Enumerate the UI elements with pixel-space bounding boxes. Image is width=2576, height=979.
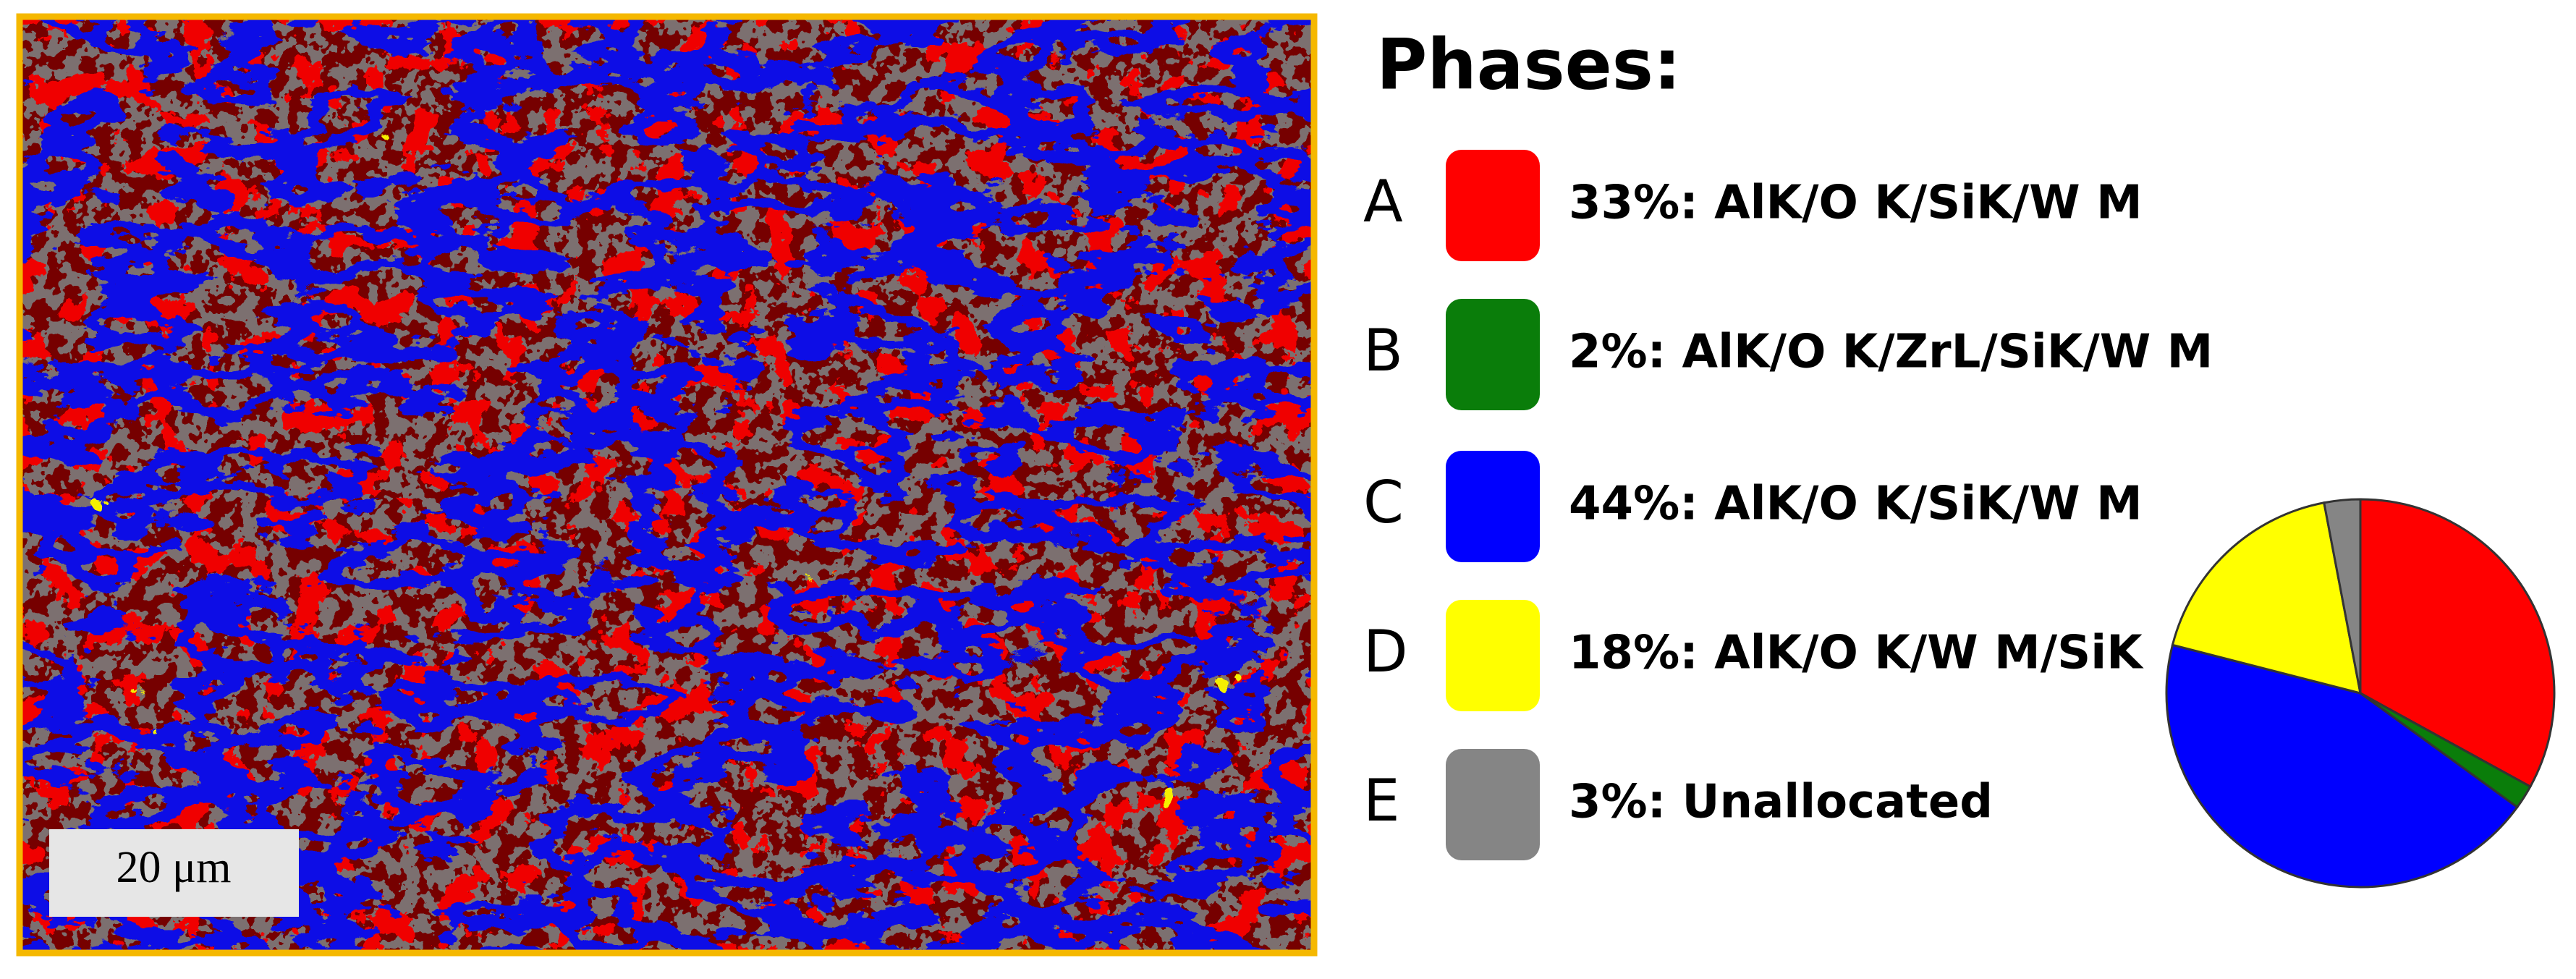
legend-swatch: [1446, 600, 1540, 711]
legend-title: Phases:: [1376, 24, 1681, 105]
scale-bar-label: 20 μm: [116, 843, 232, 892]
legend-letter: C: [1363, 469, 1404, 536]
map-layer: [20, 17, 1314, 953]
pie-slice: [2323, 498, 2362, 694]
pie-slice: [2171, 501, 2362, 695]
map-frame: [16, 13, 1318, 957]
legend-swatch: [1446, 150, 1540, 261]
legend-label: 44%: AlK/O K/SiK/W M: [1569, 478, 2143, 531]
legend-swatch: [1446, 749, 1540, 860]
scale-bar-box: [49, 829, 299, 917]
legend: A 33%: AlK/O K/SiK/W M B 2%: AlK/O K/ZrL/Si…: [1363, 150, 2213, 860]
legend-label: 2%: AlK/O K/ZrL/SiK/W M: [1569, 326, 2213, 379]
legend-letter: A: [1363, 168, 1403, 235]
legend-swatch: [1446, 451, 1540, 562]
pie-slice: [2165, 643, 2519, 889]
pie-slice: [2359, 498, 2556, 789]
legend-letter: D: [1363, 618, 1408, 685]
legend-label: 3%: Unallocated: [1569, 776, 1993, 829]
legend-label: 33%: AlK/O K/SiK/W M: [1569, 177, 2143, 230]
legend-letter: E: [1363, 767, 1400, 834]
legend-letter: B: [1363, 317, 1403, 384]
phase-map: 20 μm: [16, 13, 1318, 957]
legend-swatch: [1446, 299, 1540, 410]
legend-label: 18%: AlK/O K/W M/SiK: [1569, 627, 2144, 680]
pie: [2165, 498, 2556, 889]
